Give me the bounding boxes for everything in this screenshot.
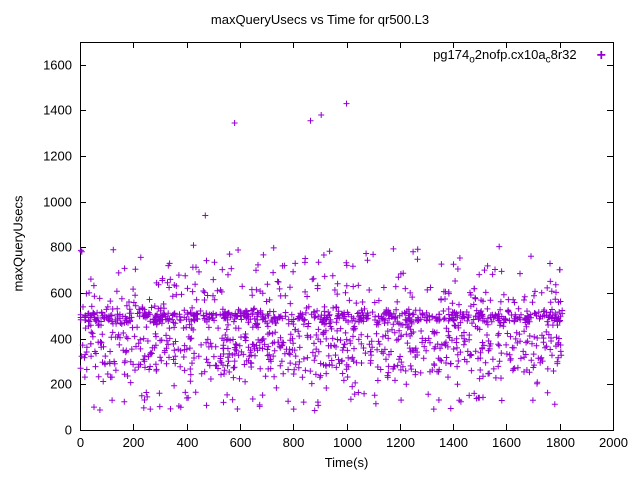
y-tick-label: 1400: [43, 103, 72, 118]
legend: pg174o2nofp.cx10ac8r32 +: [433, 47, 606, 66]
legend-marker-plus-icon: +: [596, 47, 606, 65]
x-tick-label: 1800: [546, 435, 575, 450]
legend-label-part: 8r32: [550, 47, 577, 62]
y-tick-label: 800: [50, 240, 72, 255]
x-tick-label: 0: [77, 435, 84, 450]
chart-title: maxQueryUsecs vs Time for qr500.L3: [210, 12, 430, 27]
x-tick-label: 400: [177, 435, 199, 450]
x-tick-label: 1000: [333, 435, 362, 450]
y-tick-label: 200: [50, 377, 72, 392]
y-tick-label: 1000: [43, 195, 72, 210]
x-tick-label: 200: [123, 435, 145, 450]
legend-label-part: pg174: [433, 47, 470, 62]
legend-label-part: 2nofp.cx10a: [474, 47, 546, 62]
legend-label-part-sub: o: [469, 54, 475, 66]
y-tick-label: 600: [50, 286, 72, 301]
x-tick-label: 2000: [599, 435, 628, 450]
legend-series-label: pg174o2nofp.cx10ac8r32: [433, 47, 577, 66]
y-tick-label: 1600: [43, 58, 72, 73]
ticks-group: [80, 42, 614, 431]
x-tick-label: 800: [283, 435, 305, 450]
legend-label-part-sub: c: [545, 54, 551, 66]
x-tick-label: 600: [230, 435, 252, 450]
y-tick-label: 400: [50, 332, 72, 347]
x-tick-label: 1400: [439, 435, 468, 450]
tick-labels-group: 0 200 400 600 800 1000 1200 1400 1600 1800 2000 0 20…: [43, 58, 628, 451]
x-axis-label: Time(s): [324, 455, 369, 470]
y-tick-label: 1200: [43, 149, 72, 164]
x-tick-label: 1200: [386, 435, 415, 450]
y-axis-label: maxQueryUsecs: [10, 195, 26, 292]
x-tick-label: 1600: [492, 435, 521, 450]
scatter-points: [77, 100, 566, 414]
y-tick-label: 0: [65, 423, 72, 438]
data-points-group: [77, 100, 566, 414]
